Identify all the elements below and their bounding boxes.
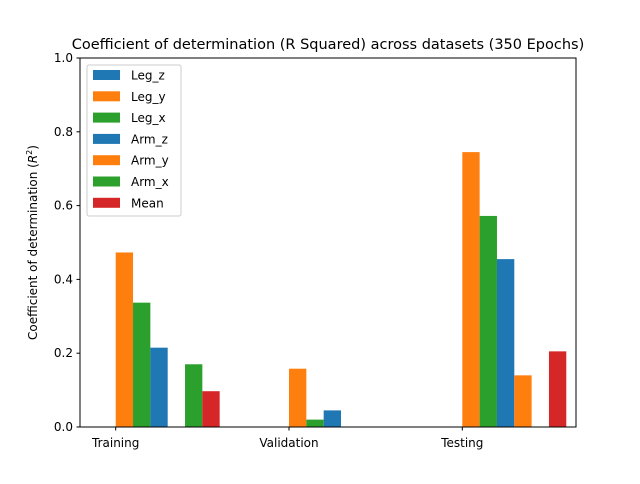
legend-label-leg-x: Leg_x	[131, 111, 166, 125]
plot-frame	[79, 57, 577, 428]
y-axis-label-symbol: R	[26, 155, 40, 163]
legend-swatch-mean	[93, 197, 120, 208]
bar-leg-x-testing	[479, 215, 497, 427]
bar-leg-x-validation	[306, 419, 324, 427]
y-axis-label-suffix: )	[26, 145, 40, 150]
bar-arm-y-testing	[514, 375, 532, 427]
legend-label-leg-z: Leg_z	[131, 69, 165, 83]
legend: Leg_z Leg_y Leg_x Arm_z Arm_y Arm_x Mean	[86, 64, 182, 217]
y-tick-label: 0.0	[54, 420, 73, 434]
bar-mean-testing	[548, 351, 567, 427]
bar-arm-z-training	[150, 347, 168, 427]
legend-swatch-leg-x	[93, 112, 120, 123]
bar-mean-training	[202, 391, 220, 427]
y-tick-label: 0.2	[54, 346, 73, 360]
y-tick-label: 1.0	[54, 51, 73, 65]
legend-label-leg-y: Leg_y	[131, 90, 166, 104]
x-tick-label: Validation	[259, 436, 318, 450]
x-tick-label: Training	[91, 436, 139, 450]
legend-swatch-leg-z	[93, 70, 120, 80]
y-tick-label: 0.8	[54, 125, 73, 139]
y-axis-label-prefix: Coefficient of determination (	[26, 163, 40, 340]
legend-label-arm-x: Arm_x	[131, 175, 169, 189]
bar-leg-x-training	[133, 302, 151, 427]
bar-arm-z-validation	[323, 410, 341, 427]
legend-swatch-arm-z	[93, 133, 120, 144]
legend-swatch-leg-y	[93, 91, 120, 102]
y-axis: 0.0 0.2 0.4 0.6 0.8 1.0	[54, 51, 80, 434]
bar-leg-y-validation	[289, 368, 307, 427]
y-axis-label: Coefficient of determination (R2)	[25, 145, 40, 340]
x-tick-label: Testing	[440, 436, 483, 450]
bar-arm-x-training	[185, 364, 203, 427]
bar-leg-y-testing	[462, 152, 480, 427]
y-tick-label: 0.4	[54, 272, 73, 286]
legend-label-mean: Mean	[131, 196, 164, 210]
bar-leg-y-training	[115, 252, 134, 427]
chart-title: Coefficient of determination (R Squared)…	[72, 37, 584, 53]
legend-swatch-arm-x	[93, 176, 120, 187]
bars-layer	[115, 152, 567, 427]
y-tick-label: 0.6	[54, 199, 73, 213]
x-axis: Training Validation Testing	[91, 427, 483, 450]
y-axis-label-exponent: 2	[25, 150, 34, 155]
legend-label-arm-y: Arm_y	[131, 154, 169, 168]
legend-label-arm-z: Arm_z	[131, 132, 168, 146]
legend-swatch-arm-y	[93, 155, 120, 166]
bar-arm-z-testing	[496, 259, 515, 427]
